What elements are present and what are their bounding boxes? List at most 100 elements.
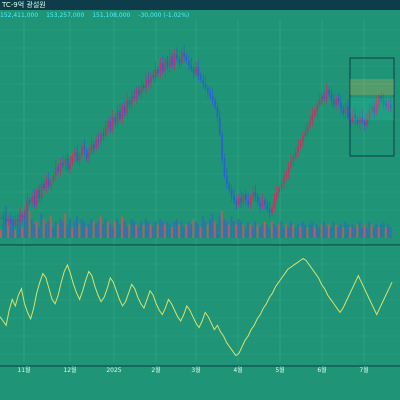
volume-bar (237, 219, 240, 238)
volume-bar (99, 216, 102, 238)
volume-bar (173, 221, 176, 238)
volume-bar (0, 229, 2, 238)
volume-bar (54, 221, 57, 238)
candle-body (330, 94, 333, 101)
volume-bar (142, 224, 145, 238)
volume-bar (78, 224, 81, 238)
candle-body (69, 162, 71, 170)
candle-body (21, 215, 24, 218)
candle-body (356, 119, 359, 124)
volume-bar (47, 221, 50, 238)
candle-body (85, 150, 88, 159)
volume-bar (104, 219, 107, 238)
candle-body (88, 152, 90, 159)
annotation-band (350, 98, 394, 120)
candle-body (235, 200, 238, 205)
candle-body (318, 100, 321, 105)
candle-body (16, 219, 19, 222)
volume-bar (325, 227, 328, 238)
volume-bar (365, 227, 368, 238)
volume-bar (368, 221, 371, 238)
volume-bar (116, 219, 119, 238)
volume-bar (66, 224, 69, 238)
candle-body (259, 202, 261, 207)
candle-body (278, 187, 280, 193)
candle-body (273, 198, 276, 207)
candle-body (370, 106, 373, 111)
candle-body (116, 110, 119, 124)
candle-body (173, 54, 176, 66)
volume-bar (287, 227, 290, 238)
volume-bar (52, 227, 55, 238)
volume-bar (125, 227, 128, 238)
candle-body (123, 106, 126, 113)
candle-body (332, 100, 335, 105)
volume-bar (282, 227, 285, 238)
volume-bar (133, 221, 135, 238)
candle-body (47, 179, 50, 186)
chart-title: TC-9억 광설원 (2, 1, 46, 9)
candle-body (57, 167, 60, 172)
volume-bar (247, 221, 249, 238)
volume-bar (301, 221, 304, 238)
volume-bar (280, 221, 283, 238)
candle-body (133, 96, 136, 99)
candle-body (138, 90, 140, 95)
candle-body (161, 62, 164, 72)
volume-bar (356, 224, 359, 238)
candle-body (252, 192, 254, 199)
volume-bar (308, 224, 311, 238)
volume-bar (114, 221, 116, 238)
candle-body (135, 90, 138, 99)
candle-body (71, 156, 74, 163)
candle-body (154, 69, 157, 78)
candle-body (254, 192, 257, 197)
volume-bar (353, 227, 356, 238)
candle-body (226, 175, 228, 184)
candle-body (361, 117, 364, 122)
volume-bar (178, 224, 181, 238)
volume-bar (76, 216, 78, 238)
volume-bar (249, 224, 252, 238)
volume-bar (311, 221, 314, 238)
candle-body (316, 104, 318, 111)
candle-body (214, 100, 216, 107)
volume-bar (57, 224, 59, 238)
candle-body (7, 219, 10, 222)
volume-bar (344, 221, 347, 238)
candle-body (309, 121, 311, 126)
volume-bar (161, 221, 164, 238)
candle-body (142, 85, 145, 88)
candle-body (302, 135, 304, 143)
volume-bar (123, 221, 126, 238)
candle-body (145, 79, 147, 88)
volume-bar (85, 227, 88, 238)
x-tick-label: 7월 (359, 366, 368, 374)
x-tick-label: 2월 (151, 366, 160, 374)
candle-body (321, 96, 323, 101)
volume-bar (14, 229, 17, 238)
candle-body (368, 110, 371, 120)
volume-bar (140, 221, 143, 238)
candle-body (202, 79, 204, 84)
volume-bar (30, 219, 33, 238)
candles (0, 45, 392, 231)
candle-body (287, 167, 290, 174)
toolbar-value-1: 152,411,000 (0, 12, 39, 19)
volume-bar (358, 221, 361, 238)
candle-body (380, 96, 383, 101)
volume-bar (225, 221, 228, 238)
volume-bar (206, 224, 209, 238)
volume-bar (90, 219, 93, 238)
volume-bar (147, 221, 150, 238)
volume-bar (159, 219, 162, 238)
volume-bar (235, 224, 238, 238)
volume-bar (334, 224, 337, 238)
candle-body (304, 131, 307, 136)
candle-body (121, 106, 124, 120)
volume-bar (59, 219, 62, 238)
volume-bar (263, 221, 266, 238)
volume-bar (197, 224, 200, 238)
